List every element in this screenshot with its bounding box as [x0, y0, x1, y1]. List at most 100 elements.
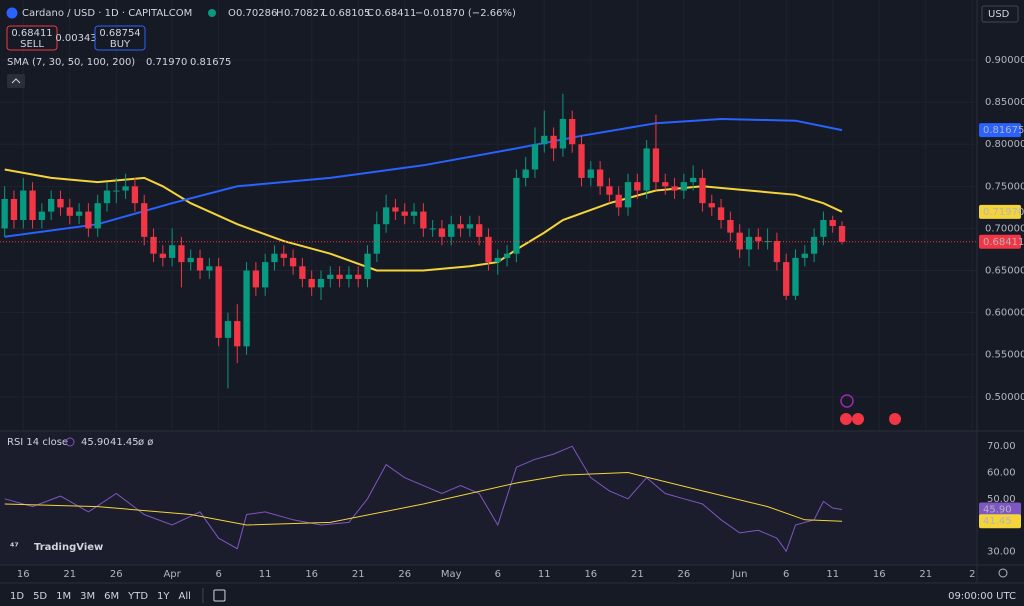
candle-body	[624, 182, 632, 208]
candle-body	[643, 148, 650, 191]
date-range-icon[interactable]	[213, 589, 226, 602]
event-icon[interactable]	[852, 413, 864, 425]
range-button[interactable]: 1D	[10, 591, 24, 602]
logo-text: TradingView	[34, 542, 103, 553]
candle-body	[38, 211, 46, 221]
candle-body	[699, 177, 706, 204]
range-button[interactable]: 1M	[56, 591, 71, 602]
settings-icon[interactable]	[998, 568, 1008, 578]
candle-body	[373, 224, 380, 254]
candle-body	[113, 190, 120, 192]
y-tick-label: 60.00	[987, 467, 1016, 478]
x-tick-label: 16	[17, 569, 30, 580]
sell-label[interactable]: SELL	[20, 39, 44, 50]
candle-body	[10, 198, 18, 221]
rsi-panel	[0, 431, 976, 565]
y-tick-label: 0.85000	[985, 97, 1024, 108]
candle-body	[838, 226, 846, 242]
collapse-button[interactable]	[7, 74, 25, 88]
x-tick-label: 21	[63, 569, 76, 580]
candle-body	[327, 274, 334, 279]
candle-body	[168, 245, 176, 258]
currency-button[interactable]	[981, 5, 1019, 23]
currency[interactable]: USD	[988, 9, 1010, 20]
candle-body	[252, 270, 260, 288]
sell-price[interactable]: 0.68411	[11, 28, 52, 39]
legend-header: Cardano / USD · 1D · CAPITALCOM O 0.7028…	[6, 5, 1019, 553]
candle-body	[531, 144, 539, 170]
y-tick-label: 0.65000	[985, 266, 1024, 277]
x-tick-label: Jun	[731, 569, 748, 580]
candle-body	[401, 211, 408, 216]
candle-body	[680, 182, 688, 191]
event-icon[interactable]	[840, 413, 852, 425]
candle-body	[773, 241, 781, 263]
x-tick-label: 16	[584, 569, 597, 580]
candle-body	[736, 232, 743, 250]
range-button[interactable]: 3M	[80, 591, 95, 602]
candle-body	[355, 274, 362, 279]
buy-price[interactable]: 0.68754	[99, 28, 140, 39]
ohlc-label: O	[228, 8, 236, 19]
indicator-name: SMA (7, 30, 50, 100, 200)	[7, 57, 135, 68]
x-tick-label: Apr	[163, 569, 181, 580]
candle-body	[792, 257, 799, 296]
candle-body	[29, 190, 36, 221]
candle-body	[717, 207, 725, 221]
candle-body	[615, 194, 622, 208]
x-tick-label: 21	[352, 569, 365, 580]
candle-body	[457, 224, 464, 229]
candle-body	[485, 236, 492, 263]
price-tag	[979, 502, 1021, 517]
x-tick-label: 11	[538, 569, 551, 580]
range-button[interactable]: 6M	[104, 591, 119, 602]
candle-body	[652, 148, 660, 183]
sell-button[interactable]	[6, 25, 58, 51]
range-button[interactable]: 5D	[33, 591, 47, 602]
rsi-icon	[65, 437, 75, 447]
x-tick-label: 11	[259, 569, 272, 580]
indicator-line	[4, 445, 843, 553]
candle-body	[196, 257, 204, 271]
candle-body	[262, 262, 269, 288]
event-icon[interactable]	[840, 394, 854, 408]
candle-body	[513, 177, 520, 254]
candle-body	[206, 266, 213, 271]
candle-body	[57, 198, 64, 208]
price-tag	[979, 234, 1021, 249]
candle-body	[783, 262, 790, 296]
candle-body	[1, 198, 8, 229]
candle-body	[438, 228, 446, 237]
y-tick-label: 70.00	[987, 441, 1016, 452]
buy-label[interactable]: BUY	[110, 39, 131, 50]
ohlc-value: 0.68411	[375, 8, 416, 19]
candle-body	[317, 278, 325, 288]
ohlc-value: 0.68105	[329, 8, 370, 19]
ohlc-label: H	[276, 8, 284, 19]
axes: 16 21 26 Apr 6 11 16 21 26 May 6 11 16 21 26 Jun 6 11 16 21…	[17, 55, 1024, 580]
candle-body	[224, 321, 232, 338]
candle-body	[141, 203, 148, 237]
candle-body	[289, 257, 297, 267]
indicator-line	[4, 117, 843, 238]
candle-body	[308, 278, 315, 288]
event-icon[interactable]	[889, 413, 901, 425]
candle-body	[810, 236, 818, 254]
buy-button[interactable]	[94, 25, 146, 51]
candle-body	[103, 190, 111, 204]
candle-body	[66, 207, 73, 216]
x-tick-label: 6	[215, 569, 221, 580]
clock: 09:00:00 UTC	[948, 591, 1016, 602]
candle-body	[178, 245, 185, 263]
range-button[interactable]: 1Y	[157, 591, 170, 602]
range-button[interactable]: YTD	[127, 591, 148, 602]
candle-body	[596, 169, 604, 187]
candle-body	[475, 224, 483, 237]
candle-body	[410, 211, 418, 216]
candle-body	[671, 186, 678, 191]
candle-body	[159, 253, 166, 258]
symbol-icon	[6, 7, 18, 19]
candle-body	[745, 236, 753, 250]
range-button[interactable]: All	[179, 591, 191, 602]
x-tick-label: 2	[969, 569, 975, 580]
